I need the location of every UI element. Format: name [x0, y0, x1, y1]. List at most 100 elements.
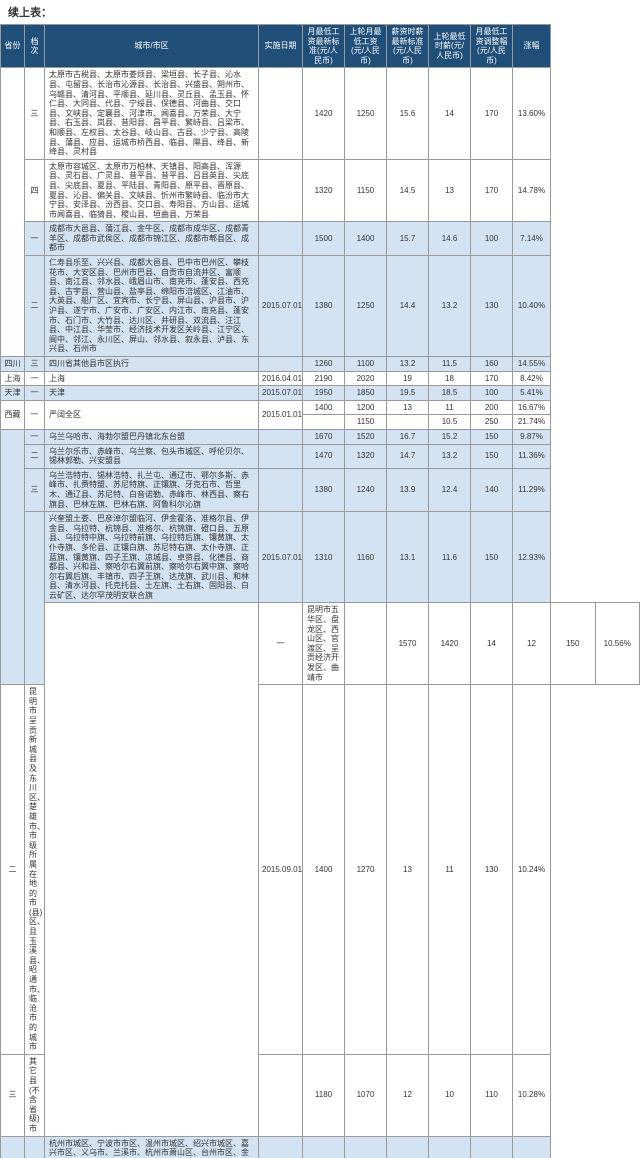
table-row: 四太原市容城区、太原市万柏林、天镇县、阳高县、浑源县、灵石县、广灵县、昔平县、昔…	[1, 159, 640, 222]
value-cell: 170	[471, 159, 513, 222]
date-cell	[259, 68, 303, 159]
date-cell	[259, 444, 303, 468]
value-cell: 1070	[345, 1054, 387, 1136]
value-cell: 16.7	[387, 429, 429, 444]
date-cell: 2016.04.01	[259, 371, 303, 386]
value-cell: 150	[471, 429, 513, 444]
col-header: 城市/市区	[45, 25, 259, 68]
col-header: 月最低工资调整幅(元/人民币)	[471, 25, 513, 68]
value-cell: 1100	[345, 357, 387, 372]
date-cell	[259, 357, 303, 372]
city-cell: 乌兰乌哈市、海勃尔盟巴丹镇北东台盟	[45, 429, 259, 444]
value-cell: 14	[471, 603, 513, 685]
value-cell: 150	[551, 603, 596, 685]
date-cell	[259, 468, 303, 511]
value-cell: 170	[471, 371, 513, 386]
value-cell: 19.5	[387, 386, 429, 401]
city-cell: 成都市大邑县、蒲江县、金牛区、成都市成华区、成都青羊区、成都市武侯区、成都市锦江…	[45, 222, 259, 256]
value-cell: 1400	[303, 685, 345, 1055]
table-title: 续上表：	[0, 0, 640, 24]
value-cell: 14.4	[387, 256, 429, 357]
value-cell: 1200	[345, 400, 387, 415]
value-cell: 1160	[345, 512, 387, 603]
value-cell: 10.28%	[513, 1054, 551, 1136]
tier-cell: 一	[259, 603, 303, 685]
date-cell	[259, 159, 303, 222]
value-cell: 15.6	[387, 68, 429, 159]
value-cell: 7.14%	[513, 222, 551, 256]
date-cell	[259, 429, 303, 444]
table-row: 西藏一严阔全区2015.01.0114001200131120016.67%	[1, 400, 640, 415]
value-cell: 100	[471, 222, 513, 256]
tier-cell: 一	[25, 371, 45, 386]
value-cell: 11.6	[429, 512, 471, 603]
value-cell: 5.41%	[513, 386, 551, 401]
value-cell: 18.5	[429, 386, 471, 401]
tier-cell: 三	[25, 357, 45, 372]
city-cell: 四川省其他县市区执行	[45, 357, 259, 372]
tier-cell: 三	[1, 1054, 25, 1136]
value-cell: 130	[471, 256, 513, 357]
col-header: 省份	[1, 25, 25, 68]
tier-cell	[25, 512, 45, 685]
value-cell: 1500	[303, 222, 345, 256]
table-row: 兴奎盟土娄、巴彦淖尔盟临河、伊金霍洛、准格尔县、伊金县、乌拉特、杭锦县、准格尔、…	[1, 512, 640, 603]
tier-cell: 四	[25, 159, 45, 222]
province-cell	[45, 603, 259, 1136]
table-row: 天津一天津2015.07.011950185019.518.51005.41%	[1, 386, 640, 401]
value-cell: 10	[429, 1054, 471, 1136]
value-cell: 250	[471, 415, 513, 430]
tier-cell: 二	[25, 256, 45, 357]
value-cell: 1240	[345, 468, 387, 511]
city-cell: 昆明市五华区、盘龙区、西山区、官渡区、呈贡经济开发区、曲靖市	[303, 603, 345, 685]
value-cell: 2190	[303, 371, 345, 386]
value-cell: 13	[387, 400, 429, 415]
city-cell: 乌兰尔乐市、赤峰市、乌兰察、包头市城区、呼伦贝尔、锡林郭勒、兴安盟县	[45, 444, 259, 468]
city-cell: 仁寿县乐至、兴兴县、成都大邑县、巴中市巴州区、攀枝花市、大安区县、巴州市巴县、自…	[45, 256, 259, 357]
value-cell: 14.78%	[513, 159, 551, 222]
date-cell: 2015.07.01	[259, 512, 303, 603]
value-cell: 1310	[303, 512, 345, 603]
value-cell: 13	[387, 685, 429, 1055]
date-cell: 2015.01.01	[259, 400, 303, 429]
value-cell: 21.74%	[513, 415, 551, 430]
value-cell: 14.7	[387, 444, 429, 468]
value-cell: 1860	[303, 1136, 345, 1158]
province-cell: 四川	[1, 357, 25, 372]
table-row: 一杭州市城区、宁波市市区、温州市城区、绍兴市城区、嘉兴市区、义乌市、兰溪市、杭州…	[1, 1136, 640, 1158]
value-cell: 2020	[345, 371, 387, 386]
value-cell: 11.29%	[513, 468, 551, 511]
value-cell: 1250	[345, 68, 387, 159]
date-cell: 2015.07.01	[259, 256, 303, 357]
table-row: 一乌兰乌哈市、海勃尔盟巴丹镇北东台盟1670152016.715.21509.8…	[1, 429, 640, 444]
value-cell: 13.9	[387, 468, 429, 511]
value-cell: 110	[471, 1054, 513, 1136]
value-cell: 11	[429, 400, 471, 415]
value-cell: 11.5	[429, 357, 471, 372]
city-cell: 严阔全区	[45, 400, 259, 429]
value-cell: 170	[471, 68, 513, 159]
value-cell: 18	[429, 371, 471, 386]
value-cell: 1260	[303, 357, 345, 372]
date-cell	[259, 222, 303, 256]
value-cell: 1400	[345, 222, 387, 256]
value-cell: 14	[429, 68, 471, 159]
value-cell: 100	[471, 386, 513, 401]
date-cell	[345, 603, 387, 685]
value-cell: 12.93%	[513, 512, 551, 603]
tier-cell: 二	[25, 444, 45, 468]
city-cell: 兴奎盟土娄、巴彦淖尔盟临河、伊金霍洛、准格尔县、伊金县、乌拉特、杭锦县、准格尔、…	[45, 512, 259, 603]
value-cell: 15.2	[429, 429, 471, 444]
col-header: 档次	[25, 25, 45, 68]
value-cell: 1380	[303, 256, 345, 357]
table-row: 一成都市大邑县、蒲江县、金牛区、成都市成华区、成都青羊区、成都市武侯区、成都市锦…	[1, 222, 640, 256]
value-cell: 12	[387, 1054, 429, 1136]
value-cell: 210	[471, 1136, 513, 1158]
date-cell	[259, 1136, 303, 1158]
value-cell: 19	[387, 371, 429, 386]
value-cell: 1320	[345, 444, 387, 468]
city-cell: 太原市容城区、太原市万柏林、天镇县、阳高县、浑源县、灵石县、广灵县、昔平县、昔平…	[45, 159, 259, 222]
tier-cell: 三	[25, 68, 45, 159]
table-row: 四川三四川省其他县市区执行1260110013.211.516014.55%	[1, 357, 640, 372]
value-cell: 1420	[429, 603, 471, 685]
